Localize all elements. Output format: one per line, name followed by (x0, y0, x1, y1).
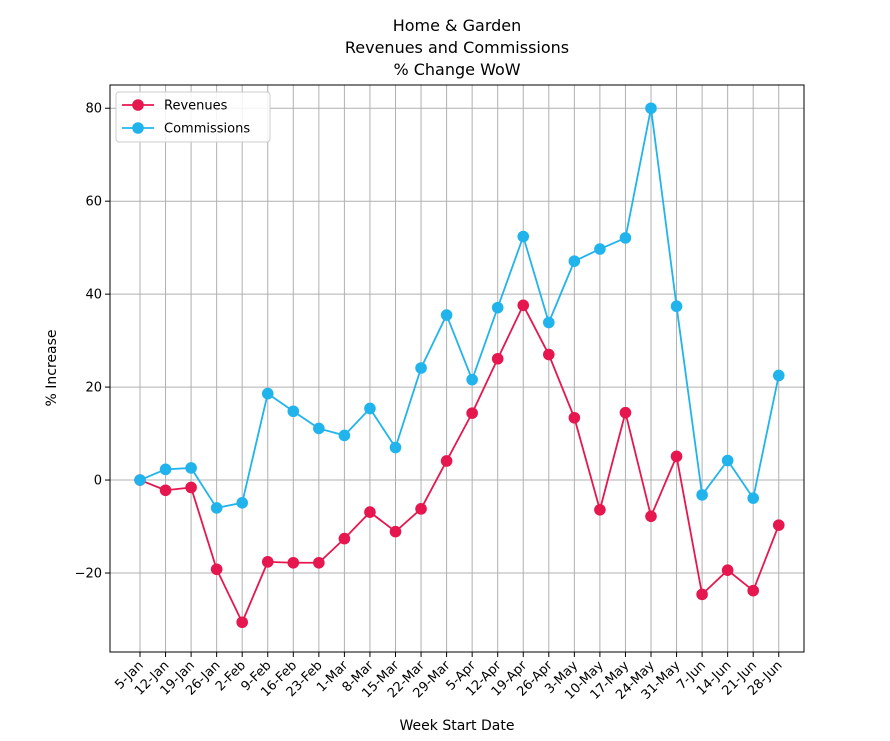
revenues-point (568, 411, 581, 424)
revenues-point (210, 563, 223, 576)
commissions-point (261, 387, 274, 400)
revenues-point (185, 481, 197, 494)
revenues-point (440, 455, 453, 467)
revenues-point (645, 510, 657, 523)
revenues-point (772, 519, 785, 531)
revenues-point (619, 406, 632, 419)
revenues-point (721, 564, 734, 577)
revenues-series (134, 299, 785, 629)
revenues-point (287, 556, 300, 569)
commissions-point (747, 492, 759, 504)
legend-box (115, 91, 271, 143)
commissions-point (338, 429, 351, 442)
commissions-point (543, 316, 555, 329)
commissions-point (491, 301, 504, 314)
commissions-point (159, 463, 172, 476)
series-layer (134, 102, 785, 629)
commissions-point (287, 405, 300, 418)
commissions-point (364, 402, 376, 415)
commissions-point (517, 230, 530, 243)
title-line-2: Revenues and Commissions (345, 38, 569, 57)
commissions-point (772, 369, 785, 382)
commissions-point (568, 255, 581, 267)
x-axis-label: Week Start Date (400, 718, 515, 734)
y-axis-label: % Increase (44, 330, 60, 407)
commissions-point (134, 474, 146, 486)
y-tick-label: 80 (85, 102, 102, 117)
revenues-point (389, 525, 402, 538)
commissions-point (313, 422, 325, 435)
revenues-point (543, 348, 555, 361)
revenues-point (747, 584, 759, 597)
commissions-point (594, 243, 606, 255)
revenues-point (159, 484, 172, 497)
plot-frame (109, 84, 805, 653)
revenues-point (261, 556, 274, 568)
commissions-point (670, 300, 683, 313)
legend-commissions-label: Commissions (164, 122, 250, 137)
revenues-line (139, 304, 780, 624)
commissions-point (210, 502, 223, 514)
revenues-point (338, 532, 351, 545)
revenues-point (517, 299, 530, 312)
commissions-point (721, 454, 734, 467)
commissions-series (134, 102, 785, 514)
y-tick-label: 40 (85, 288, 102, 303)
revenues-point (491, 352, 504, 365)
commissions-point (619, 232, 632, 244)
y-tick-label: 0 (94, 474, 102, 489)
revenues-point (594, 503, 606, 516)
title-line-3: % Change WoW (393, 60, 520, 79)
commissions-point (185, 462, 197, 474)
y-tick-label: 60 (85, 195, 102, 210)
revenues-point (696, 588, 708, 601)
revenues-point (313, 556, 325, 569)
legend-revenues-label: Revenues (164, 99, 228, 114)
revenues-point (466, 407, 478, 419)
commissions-point (389, 441, 402, 454)
revenues-point (364, 506, 376, 518)
revenues-point (236, 616, 248, 629)
commissions-point (696, 489, 708, 501)
legend: Revenues Commissions (115, 91, 271, 143)
legend-commissions-marker (132, 122, 144, 134)
commissions-point (645, 102, 657, 115)
revenues-point (415, 503, 427, 515)
y-tick-label: 20 (85, 381, 102, 396)
x-axis: 5-Jan12-Jan19-Jan26-Jan2-Feb9-Feb16-Feb2… (112, 652, 786, 703)
y-tick-label: −20 (75, 566, 102, 581)
commissions-point (440, 309, 453, 321)
legend-revenues-marker (132, 99, 144, 111)
commissions-point (236, 497, 248, 509)
commissions-point (415, 362, 427, 374)
commissions-line (139, 107, 780, 509)
chart-title: Home & Garden Revenues and Commissions %… (345, 16, 569, 79)
commissions-point (466, 373, 478, 386)
revenues-point (670, 450, 683, 463)
title-line-1: Home & Garden (393, 16, 522, 35)
y-axis: −20 0 20 40 60 80 (75, 102, 110, 581)
